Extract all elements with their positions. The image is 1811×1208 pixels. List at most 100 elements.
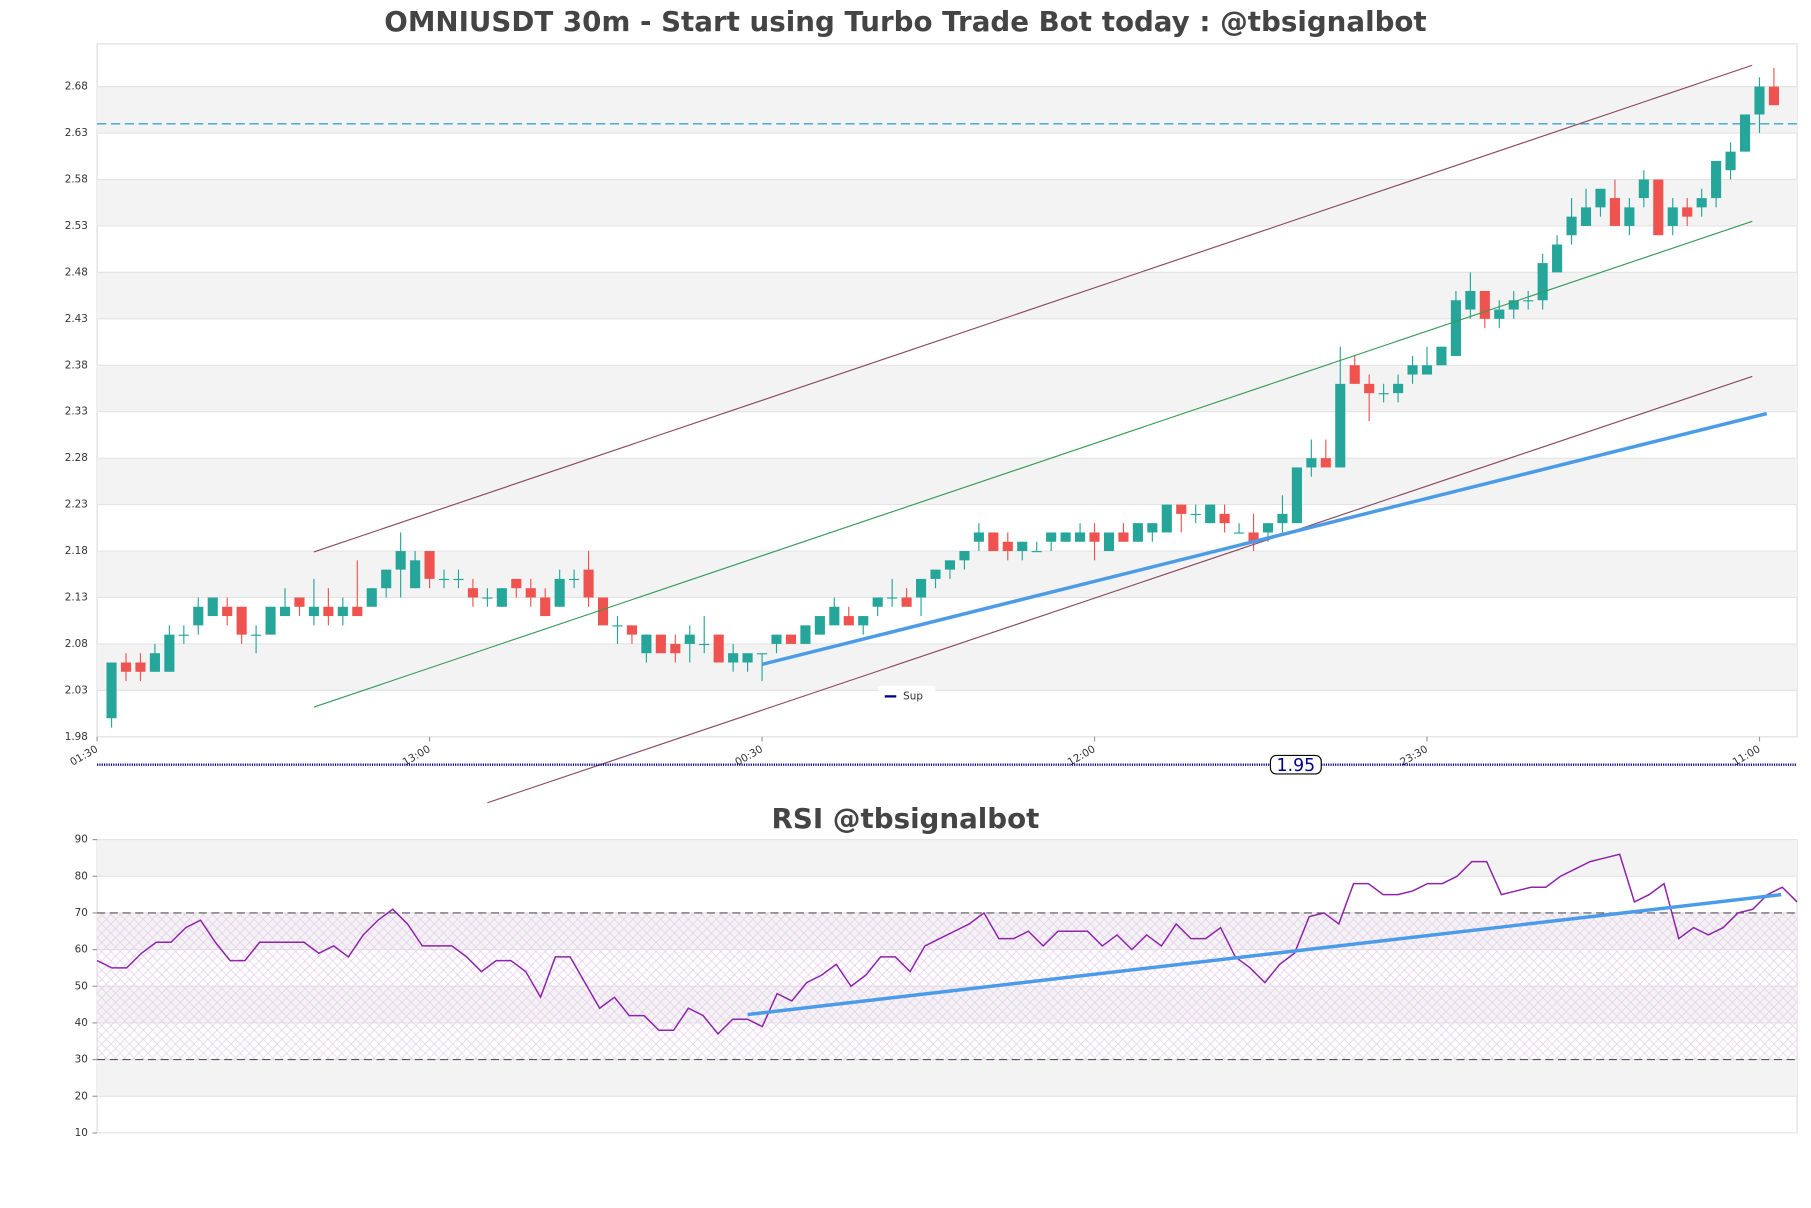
candle-body — [973, 532, 984, 542]
channel-line — [313, 64, 1753, 553]
candle-body — [1595, 188, 1606, 208]
candle-body — [1017, 541, 1028, 552]
rsi-zone — [97, 912, 1798, 1060]
candle-body — [728, 653, 739, 663]
candle-body — [1075, 532, 1086, 542]
candle-body — [193, 606, 204, 626]
candle-body — [1523, 300, 1534, 302]
candle-body — [222, 606, 233, 617]
candle-body — [1147, 523, 1158, 533]
candle-body — [1436, 346, 1447, 366]
candle-body — [814, 616, 825, 635]
band — [97, 551, 1798, 598]
candle-body — [438, 578, 450, 581]
band — [97, 365, 1798, 412]
candle-body — [1711, 160, 1722, 199]
candle-body — [1118, 532, 1129, 542]
candle-body — [279, 606, 291, 617]
candle-body — [829, 606, 840, 626]
y-tick-label: 2.58 — [65, 173, 88, 185]
candle-body — [988, 532, 999, 552]
candle-body — [756, 653, 768, 655]
candle-body — [496, 588, 507, 607]
rsi-title: RSI @tbsignalbot — [772, 802, 1040, 835]
support-line — [761, 411, 1768, 667]
candle-body — [120, 662, 132, 672]
candle-body — [1580, 207, 1592, 226]
candle-body — [1508, 300, 1519, 310]
candle-body — [1682, 207, 1693, 217]
candle-body — [771, 634, 782, 644]
candle-body — [1653, 179, 1664, 236]
candle-body — [135, 662, 146, 672]
candle-body — [366, 588, 377, 607]
band — [97, 458, 1798, 505]
candle-body — [1552, 244, 1563, 273]
candle-body — [467, 588, 478, 598]
candle-body — [915, 578, 927, 598]
y-tick-label: 50 — [75, 980, 88, 992]
y-tick-label: 2.18 — [65, 545, 88, 557]
y-tick-label: 2.38 — [65, 359, 88, 371]
candle-body — [1754, 86, 1765, 115]
candle-body — [1248, 532, 1259, 542]
candle-body — [265, 606, 276, 635]
rsi-line — [96, 853, 1798, 1036]
candle-body — [410, 560, 421, 589]
candle-body — [699, 643, 710, 646]
y-tick-label: 2.13 — [65, 591, 88, 603]
y-tick-label: 2.43 — [65, 313, 88, 325]
candle-body — [178, 634, 189, 636]
y-tick-label: 60 — [75, 944, 88, 956]
candle-body — [251, 634, 262, 636]
candle-body — [352, 606, 363, 617]
candle-body — [1320, 458, 1331, 468]
candle-body — [294, 597, 305, 607]
candle-body — [1277, 513, 1288, 524]
candle-body — [612, 625, 623, 627]
channel-line — [487, 375, 1753, 804]
candle-body — [1161, 504, 1172, 533]
candle-body — [1450, 300, 1461, 356]
candle-body — [308, 606, 319, 617]
candle-body — [670, 643, 681, 654]
candle-body — [1479, 290, 1490, 319]
y-tick-label: 20 — [75, 1090, 88, 1102]
candle-body — [381, 569, 392, 589]
candle-body — [1190, 513, 1201, 516]
candle-body — [1494, 309, 1505, 319]
candle-body — [713, 634, 724, 663]
candle-body — [1421, 365, 1433, 375]
candle-body — [597, 597, 609, 626]
candle-body — [872, 597, 883, 607]
candle-body — [1378, 393, 1389, 395]
y-tick-label: 2.03 — [65, 684, 88, 696]
y-tick-label: 90 — [75, 834, 88, 846]
candle-body — [959, 551, 970, 561]
candle-body — [323, 606, 334, 617]
candle-body — [1364, 383, 1375, 394]
candle-body — [453, 578, 464, 581]
y-tick-label: 80 — [75, 870, 88, 882]
band — [97, 839, 1798, 877]
candle-body — [1306, 458, 1317, 468]
candle-body — [337, 606, 348, 617]
candle-body — [1725, 151, 1736, 171]
candle-body — [569, 578, 580, 581]
y-tick-label: 2.33 — [65, 406, 88, 418]
y-tick-label: 2.53 — [65, 220, 88, 232]
candle-body — [800, 625, 811, 644]
candle-body — [1609, 198, 1620, 226]
candle-body — [1667, 207, 1678, 226]
candle-body — [1089, 532, 1100, 542]
candle-body — [207, 597, 218, 617]
candle-body — [641, 634, 652, 654]
x-tick-label: 01:30 — [68, 743, 100, 768]
candle-body — [236, 606, 247, 635]
candle-body — [1349, 365, 1360, 384]
candle-body — [1176, 504, 1187, 514]
y-tick-label: 10 — [75, 1127, 88, 1139]
band — [97, 86, 1798, 134]
band — [97, 1059, 1798, 1097]
candle-body — [1046, 532, 1057, 542]
